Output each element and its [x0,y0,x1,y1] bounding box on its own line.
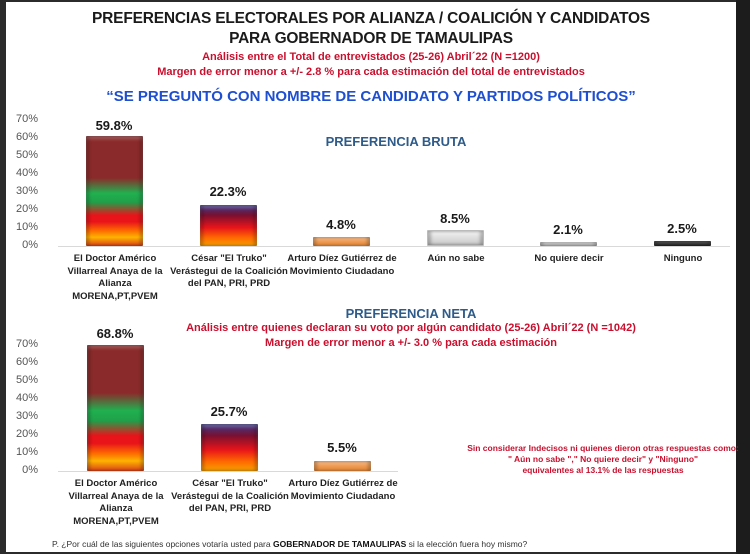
value-label: 59.8% [95,118,133,133]
subtitle-line-2: Margen de error menor a +/- 2.8 % para c… [157,66,585,78]
value-label: 2.5% [667,221,697,236]
title-line-1: PREFERENCIAS ELECTORALES POR ALIANZA / C… [92,10,650,27]
y-tick: 20% [15,203,38,215]
y-tick: 50% [15,149,38,161]
subtitle-line-1: Análisis entre el Total de entrevistados… [202,51,540,63]
bar-pan-bruta [200,205,257,246]
category-line: El Doctor Américo [74,478,158,489]
y-tick: 0% [22,464,38,476]
category-line: del PAN, PRI, PRD [187,278,271,289]
note-line: Sin considerar Indecisos ni quienes dier… [467,443,739,453]
bar-aun-no-sabe [427,230,484,246]
y-tick: 60% [15,356,38,368]
value-label: 5.5% [327,440,357,455]
window-edge [736,0,750,554]
bar-pan-neta [201,424,258,471]
category-line: No quiere decir [534,253,604,264]
category-line: Villarreal Anaya de la [67,265,163,277]
exclusion-note: Sin considerar Indecisos ni quienes dier… [458,443,748,476]
category-line: Verástegui de la Coalición [171,490,289,502]
category-line: Villarreal Anaya de la [68,490,164,502]
bar-morena-neta [87,345,144,471]
question-quote: “SE PREGUNTÓ CON NOMBRE DE CANDIDATO Y P… [106,88,636,105]
bar-no-quiere-decir [540,242,597,246]
value-label: 68.8% [96,326,134,341]
category-line: Movimiento Ciudadano [290,490,396,502]
value-label: 22.3% [209,184,247,199]
category-line: El Doctor Américo [73,253,157,264]
y-tick: 40% [15,392,38,404]
question-text: P. ¿Por cuál de las siguientes opciones … [52,539,273,549]
category-line: Verástegui de la Coalición [170,265,288,277]
category-line: Ninguno [663,253,703,264]
title-line-2: PARA GOBERNADOR DE TAMAULIPAS [229,30,513,47]
category-label: César "El Truko" Verástegui de la Coalic… [159,253,299,291]
y-tick: 10% [15,221,38,233]
question-bold: GOBERNADOR DE TAMAULIPAS [272,539,407,549]
y-tick: 30% [15,185,38,197]
chart-title-neta: PREFERENCIA NETA [345,306,477,321]
y-tick: 0% [22,239,38,251]
neta-subtitle-1: Análisis entre quienes declaran su voto … [186,322,636,334]
bar-mc-neta [314,461,371,471]
question-text: si la elección fuera hoy mismo? [406,539,528,549]
y-tick: 20% [15,428,38,440]
category-line: MORENA,PT,PVEM [72,290,158,302]
y-tick: 60% [15,131,38,143]
value-label: 2.1% [553,222,583,237]
chart-title-bruta: PREFERENCIA BRUTA [325,134,467,149]
category-line: Arturo Díez Gutiérrez de [287,253,397,264]
bar-ninguno [654,241,711,246]
value-label: 8.5% [440,211,470,226]
x-axis-line [58,246,730,247]
category-line: Aún no sabe [427,253,485,264]
category-label: Arturo Díez Gutiérrez de Movimiento Ciud… [272,253,412,278]
category-line: César "El Truko" [192,478,268,489]
category-line: MORENA,PT,PVEM [73,515,159,527]
value-label: 25.7% [210,404,248,419]
category-label: Aún no sabe [386,253,526,266]
y-tick: 30% [15,410,38,422]
y-tick: 10% [15,446,38,458]
category-line: Movimiento Ciudadano [289,265,395,277]
y-tick: 40% [15,167,38,179]
category-label: Arturo Díez Gutiérrez de Movimiento Ciud… [273,478,413,503]
category-label: Ninguno [613,253,750,266]
bar-mc-bruta [313,237,370,246]
category-label: El Doctor Américo Villarreal Anaya de la… [46,478,186,528]
note-line: equivalentes al 13.1% de las respuestas [522,465,684,475]
category-label: César "El Truko" Verástegui de la Coalic… [160,478,300,516]
category-label: No quiere decir [499,253,639,266]
category-line: César "El Truko" [191,253,267,264]
y-tick: 70% [15,338,38,350]
bar-morena-bruta [86,136,143,246]
category-label: El Doctor Américo Villarreal Anaya de la… [45,253,185,303]
slide: PREFERENCIAS ELECTORALES POR ALIANZA / C… [6,2,739,552]
category-line: del PAN, PRI, PRD [188,503,272,514]
x-axis-line [58,471,398,472]
y-tick: 50% [15,374,38,386]
value-label: 4.8% [326,217,356,232]
category-line: Alianza [99,503,133,514]
category-line: Arturo Díez Gutiérrez de [288,478,398,489]
y-tick: 70% [15,113,38,125]
category-line: Alianza [98,278,132,289]
survey-question: P. ¿Por cuál de las siguientes opciones … [52,539,527,549]
note-line: " Aún no sabe "," No quiere decir" y "Ni… [507,454,699,464]
neta-subtitle-2: Margen de error menor a +/- 3.0 % para c… [265,337,557,349]
